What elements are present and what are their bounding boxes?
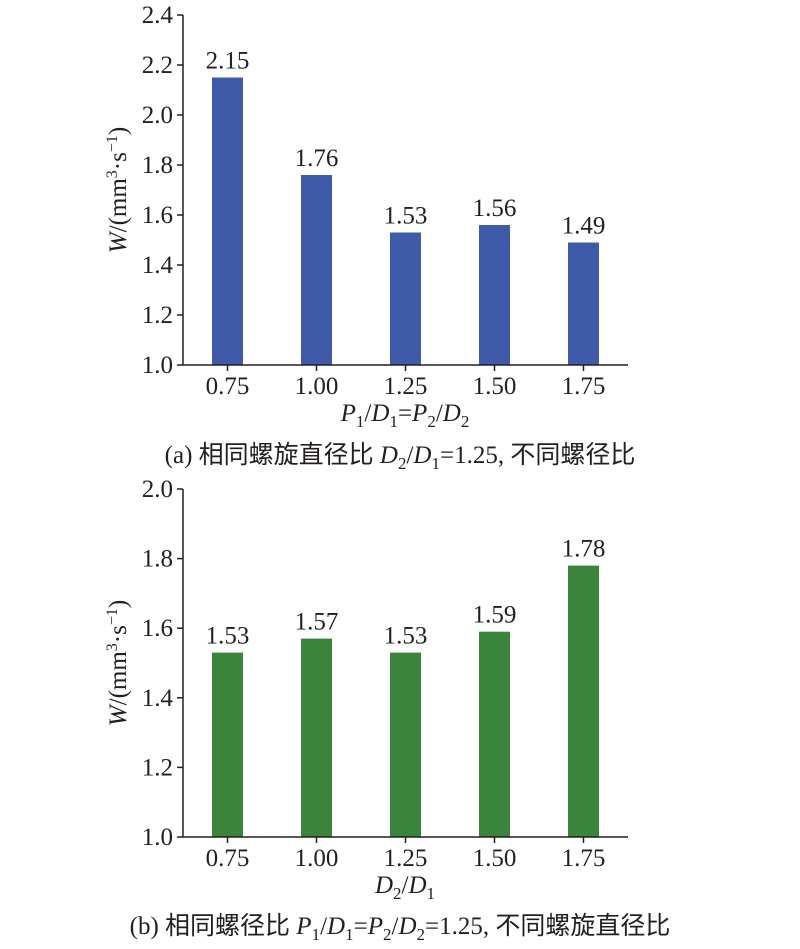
chart-a-bar-1.25 [390,232,421,365]
chart-b-y-tick-label: 2.0 [142,476,173,503]
chart-a-data-label-0.75: 2.15 [206,48,250,75]
chart-a-data-label-1.25: 1.53 [384,203,428,230]
chart-a-caption: (a) 相同螺旋直径比 D2/D1=1.25, 不同螺径比 [165,441,636,473]
chart-b-data-label-0.75: 1.53 [206,623,250,650]
chart-a-x-tick-label: 1.50 [473,373,517,400]
chart-a-y-tick-label: 2.4 [142,2,174,29]
chart-b-y-tick-label: 1.0 [142,824,173,851]
chart-b-data-label-1.00: 1.57 [295,609,339,636]
chart-a-data-label-1.00: 1.76 [295,145,339,172]
chart-a-bar-1.50 [479,225,510,365]
chart-b-caption: (b) 相同螺径比 P1/D1=P2/D2=1.25, 不同螺旋直径比 [130,912,671,944]
chart-a-x-axis-title: P1/D1=P2/D2 [340,400,470,431]
chart-b: 1.531.571.531.591.78 1.01.21.41.61.82.0 … [104,476,670,944]
chart-b-data-label-1.75: 1.78 [562,536,606,563]
chart-b-x-tick-label: 0.75 [206,845,250,872]
chart-a-y-tick-label: 1.8 [142,152,173,179]
chart-b-bar-1.00 [301,638,332,837]
chart-a-y-axis-title: W/(mm3·s−1) [104,127,132,253]
chart-a-x-tick-label: 1.75 [562,373,606,400]
chart-b-y-tick-label: 1.2 [142,754,173,781]
chart-b-x-tick-label: 1.50 [473,845,517,872]
chart-a-bar-0.75 [212,77,243,365]
chart-a-bar-1.00 [301,175,332,365]
chart-b-axes [182,489,628,838]
chart-b-data-label-1.25: 1.53 [384,623,428,650]
chart-b-x-tick-label: 1.75 [562,845,606,872]
chart-a-y-tick-label: 1.0 [142,352,173,379]
chart-a-data-label-1.75: 1.49 [562,213,606,240]
chart-a-axes [182,15,628,366]
chart-a-y-tick-label: 2.0 [142,102,173,129]
chart-a-x-tick-label: 1.00 [295,373,339,400]
chart-b-data-label-1.50: 1.59 [473,602,517,629]
chart-a: 2.15 1.76 1.53 1.56 1.49 1.0 1.2 1.4 1.6 1.8 2.0 2… [104,2,635,473]
chart-b-bar-1.50 [479,631,510,837]
chart-a-y-tick-label: 2.2 [142,52,173,79]
chart-b-x-tick-label: 1.25 [384,845,428,872]
chart-a-bar-1.75 [568,242,599,365]
chart-b-y-tick-label: 1.8 [142,546,173,573]
chart-b-bar-0.75 [212,652,243,837]
chart-b-y-tick-label: 1.6 [142,615,173,642]
chart-b-y-axis-title: W/(mm3·s−1) [104,600,132,726]
chart-a-y-tick-label: 1.6 [142,202,173,229]
chart-a-y-tick-label: 1.4 [142,252,174,279]
chart-b-y-tick-label: 1.4 [142,685,174,712]
chart-a-y-tick-label: 1.2 [142,302,173,329]
chart-a-data-label-1.50: 1.56 [473,195,517,222]
chart-b-x-tick-label: 1.00 [295,845,339,872]
chart-b-bar-1.25 [390,652,421,837]
chart-b-bar-1.75 [568,565,599,837]
chart-b-x-axis-title: D2/D1 [374,872,435,903]
chart-a-x-tick-label: 0.75 [206,373,250,400]
chart-a-x-tick-label: 1.25 [384,373,428,400]
